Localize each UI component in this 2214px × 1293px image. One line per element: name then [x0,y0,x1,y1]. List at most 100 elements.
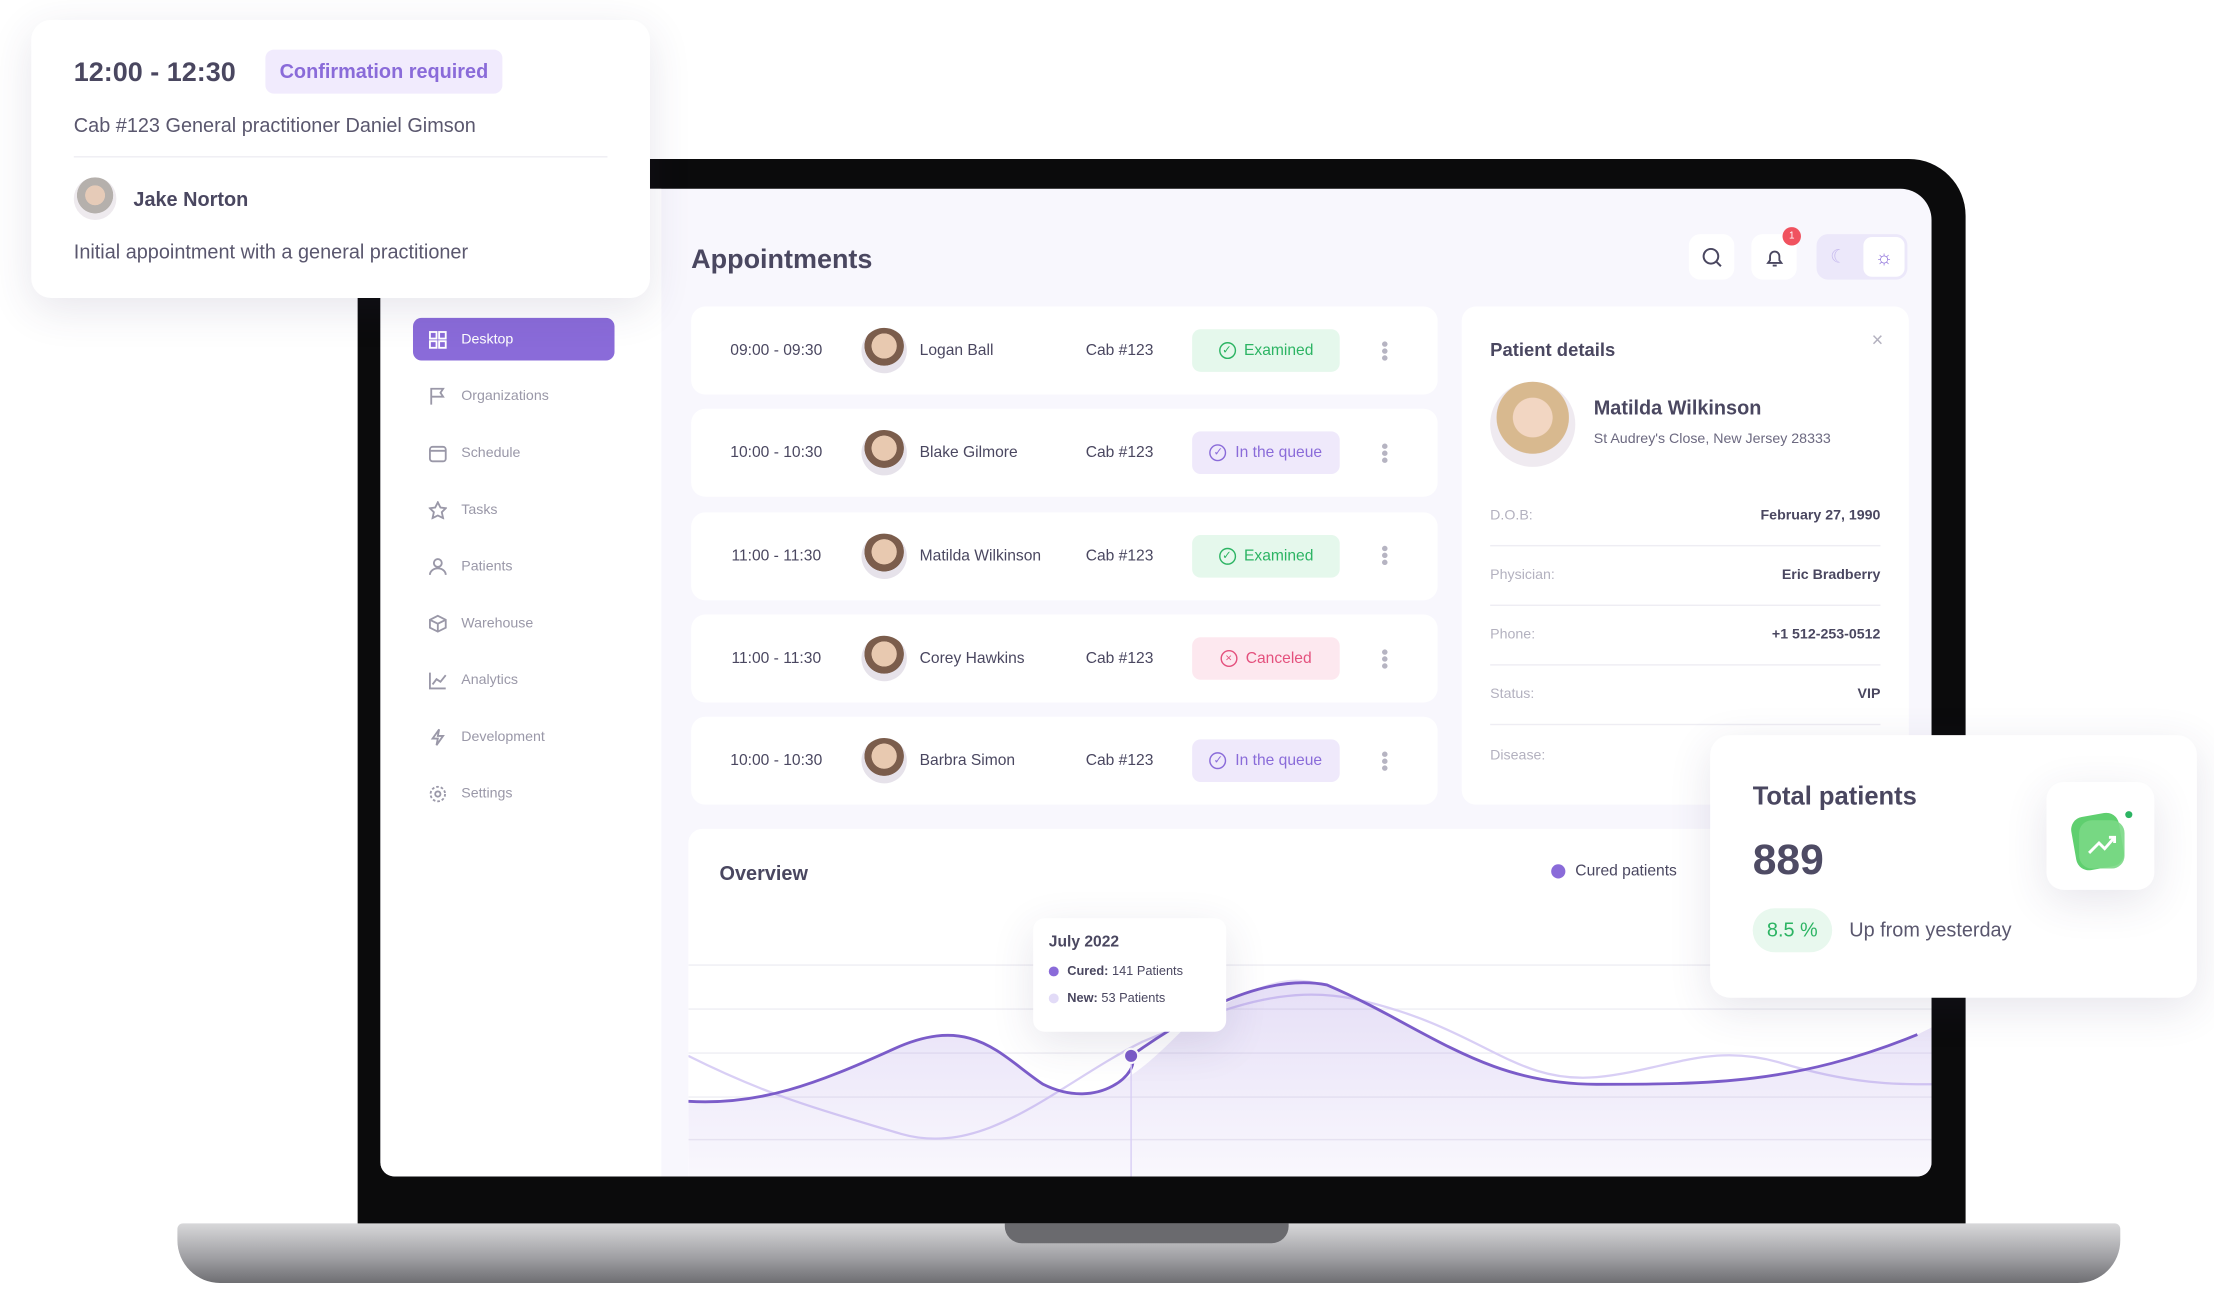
sidebar-item-development[interactable]: Development [413,715,615,758]
sidebar-item-label: Desktop [461,331,514,347]
patient-avatar [861,635,907,682]
more-options-icon[interactable]: ••• [1373,545,1397,567]
status-badge: ✓ Examined [1192,329,1340,372]
more-options-icon[interactable]: ••• [1373,750,1397,772]
patient-name: Logan Ball [919,342,994,360]
sun-icon[interactable]: ☼ [1863,237,1905,277]
sidebar-item-tasks[interactable]: Tasks [413,488,615,531]
sidebar-item-label: Warehouse [461,615,534,631]
x-circle-icon: × [1220,649,1238,667]
total-patients-card: Total patients 889 8.5 % Up from yesterd… [1710,735,2197,998]
chart-icon [428,671,447,689]
notifications-button[interactable]: 1 [1751,227,1801,280]
calendar-icon [428,445,447,462]
status-label: Canceled [1245,649,1312,667]
appointment-time: 11:00 - 11:30 [731,649,822,667]
status-badge: ✓ Examined [1192,534,1340,578]
detail-label: Physician: [1490,567,1555,584]
status-label: In the queue [1235,752,1323,770]
check-circle-icon: ✓ [1218,342,1236,360]
sidebar-item-analytics[interactable]: Analytics [413,659,615,702]
tooltip-cured-value: 141 Patients [1111,963,1183,978]
tooltip-new-label: New: [1067,990,1098,1005]
search-icon [1701,247,1721,267]
sidebar-item-label: Schedule [461,444,521,461]
patient-avatar [861,430,907,476]
legend-label: Cured patients [1575,862,1677,880]
patient-avatar [861,738,907,784]
appointment-row[interactable]: 10:00 - 10:30 Blake Gilmore Cab #123 ✓ In th… [691,409,1438,498]
more-options-icon[interactable]: ••• [1373,442,1397,464]
tooltip-title: July 2022 [1048,933,1120,951]
more-options-icon[interactable]: ••• [1373,647,1397,669]
detail-value: Eric Bradberry [1781,567,1881,584]
sidebar-item-patients[interactable]: Patients [413,545,615,588]
bolt-icon [430,728,445,746]
gear-icon [429,785,446,802]
theme-toggle[interactable]: ☾ ☼ [1816,234,1908,280]
more-options-icon[interactable]: ••• [1373,340,1397,361]
tooltip-new-value: 53 Patients [1101,990,1166,1005]
sidebar-item-warehouse[interactable]: Warehouse [413,602,615,645]
new-dot [1048,992,1059,1003]
patient-name: Matilda Wilkinson [919,547,1042,565]
sidebar-item-label: Organizations [461,388,549,404]
sidebar: Desktop Organizations Schedule Tasks Patient… [380,188,662,1177]
detail-value: VIP [1857,686,1881,703]
chart-tooltip: July 2022 Cured: 141 Patients New: 53 Pa… [1033,918,1227,1032]
laptop-notch [1004,1223,1289,1244]
appointment-row[interactable]: 09:00 - 09:30 Logan Ball Cab #123 ✓ Examined… [691,306,1438,395]
patient-details-title: Patient details [1490,339,1616,361]
cabinet: Cab #123 [1085,649,1154,667]
appointment-time: 09:00 - 09:30 [730,342,823,360]
total-title: Total patients [1752,781,1917,811]
legend-dot [1551,864,1566,879]
detail-row: Physician: Eric Bradberry [1490,546,1881,606]
cabinet: Cab #123 [1085,752,1154,770]
popup-patient-name: Jake Norton [133,187,249,211]
page-title: Appointments [691,245,873,276]
check-circle-icon: ✓ [1209,444,1227,462]
overview-title: Overview [719,861,808,885]
sidebar-item-desktop[interactable]: Desktop [412,317,615,361]
sidebar-item-label: Development [461,728,545,745]
tooltip-cured-label: Cured: [1067,963,1109,978]
close-icon[interactable]: × [1871,327,1884,351]
detail-row: Disease: [1490,725,1880,785]
sidebar-item-settings[interactable]: Settings [413,772,615,815]
check-circle-icon: ✓ [1218,547,1236,565]
appointment-time: 10:00 - 10:30 [730,444,823,462]
appointment-popup[interactable]: 12:00 - 12:30 Confirmation required Cab … [31,19,650,299]
sidebar-item-schedule[interactable]: Schedule [413,431,615,474]
check-circle-icon: ✓ [1209,752,1227,770]
popup-details: Cab #123 General practitioner Daniel Gim… [73,113,476,137]
appointment-row[interactable]: 11:00 - 11:30 Corey Hawkins Cab #123 × Cance… [691,614,1438,703]
patient-name: Blake Gilmore [919,444,1018,462]
detail-row: D.O.B: February 27, 1990 [1490,487,1881,547]
trend-up-icon [2071,811,2133,871]
detail-label: Status: [1490,686,1535,703]
appointment-row[interactable]: 10:00 - 10:30 Barbra Simon Cab #123 ✓ In the… [691,716,1438,805]
detail-row: Phone: +1 512-253-0512 [1490,606,1881,666]
patient-avatar [861,533,907,579]
box-icon [428,614,447,632]
status-badge: ✓ In the queue [1192,739,1340,783]
series-cured-area [688,979,1932,1177]
flag-icon [430,387,445,404]
change-badge: 8.5 % [1752,908,1832,953]
sidebar-item-organizations[interactable]: Organizations [413,375,615,418]
appointment-time: 10:00 - 10:30 [730,752,823,770]
popup-avatar [73,177,117,220]
moon-icon[interactable]: ☾ [1830,245,1847,267]
appointment-row[interactable]: 11:00 - 11:30 Matilda Wilkinson Cab #123 ✓ E… [691,511,1438,600]
popup-time: 12:00 - 12:30 [73,58,236,88]
patient-avatar [1490,381,1576,467]
patient-details-card: Patient details × Matilda Wilkinson St A… [1461,306,1909,805]
legend-cured: Cured patients [1551,863,1677,880]
bell-icon [1765,250,1783,266]
search-button[interactable] [1688,234,1735,280]
hover-point[interactable] [1122,1047,1140,1065]
total-value: 889 [1752,837,1824,885]
star-icon [428,500,448,519]
grid-icon [428,330,447,349]
